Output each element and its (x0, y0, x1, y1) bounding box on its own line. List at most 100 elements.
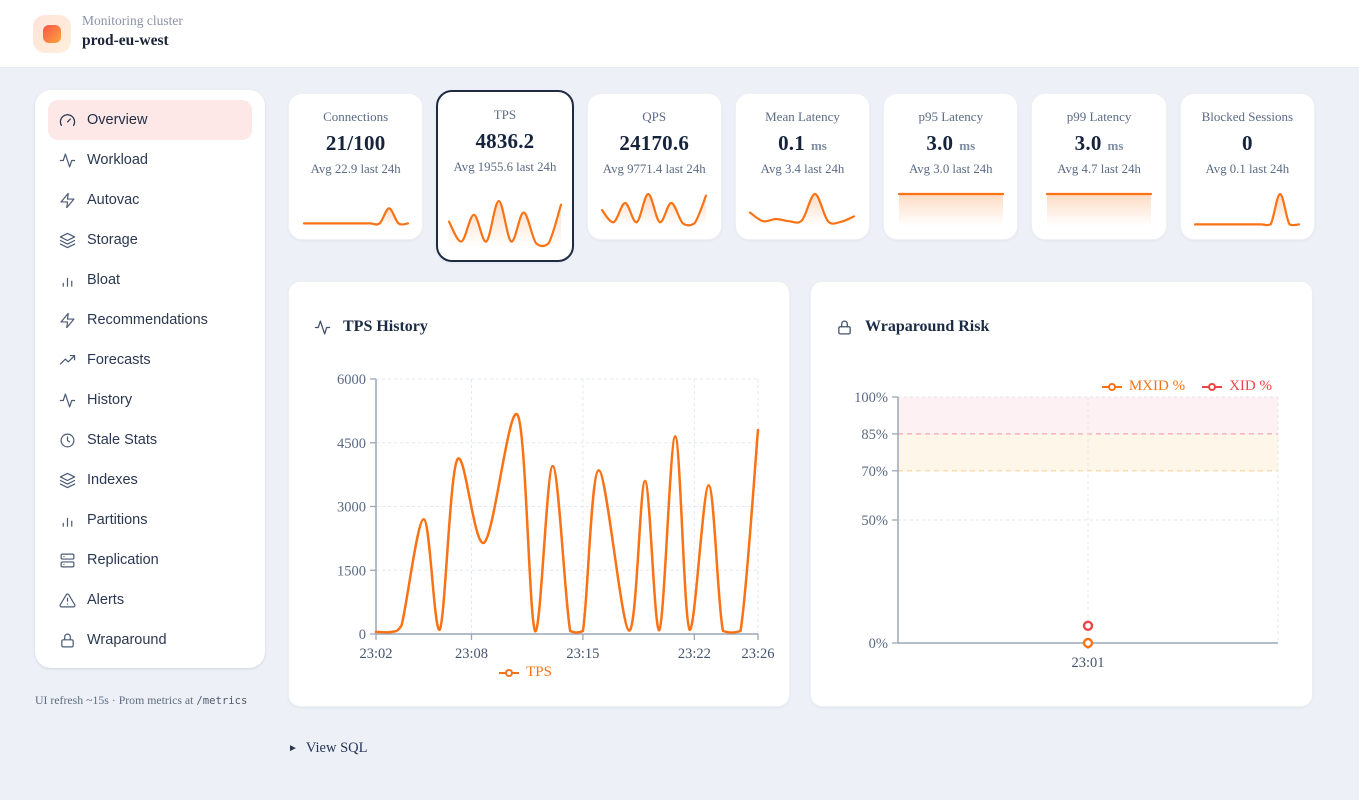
metrics-path: /metrics (196, 695, 248, 707)
metric-value: 24170.6 (619, 131, 690, 155)
metric-subtext: Avg 3.4 last 24h (760, 162, 845, 176)
legend-item-xid-[interactable]: XID % (1201, 378, 1272, 395)
sidebar-item-forecasts[interactable]: Forecasts (48, 340, 252, 380)
metric-cards-row: Connections 21/100 Avg 22.9 last 24h TPS 483… (288, 90, 1315, 262)
sparkline-chart (601, 192, 708, 227)
cluster-name: prod-eu-west (82, 32, 169, 50)
metric-subtext: Avg 3.0 last 24h (908, 162, 993, 176)
server-icon (60, 553, 75, 567)
sparkline-chart (1045, 192, 1153, 226)
sidebar-item-label: Alerts (87, 592, 125, 608)
sidebar-item-recommendations[interactable]: Recommendations (48, 300, 252, 340)
legend-marker-icon (1202, 382, 1223, 391)
legend-label: MXID % (1128, 378, 1186, 394)
metric-card-p95-latency[interactable]: p95 Latency 3.0 ms Avg 3.0 last 24h (883, 93, 1019, 240)
legend-item-mxid-[interactable]: MXID % (1101, 378, 1185, 395)
sidebar-item-alerts[interactable]: Alerts (48, 580, 252, 620)
metric-value: 21/100 (325, 131, 386, 155)
sidebar-item-label: Wraparound (87, 632, 167, 648)
gauge-icon (59, 113, 76, 126)
tps-chart-legend: TPS (289, 664, 761, 681)
legend-label: XID % (1229, 378, 1272, 394)
sidebar-nav: Overview Workload Autovac Storage Bloat Recom… (35, 90, 265, 668)
sidebar-item-label: Overview (87, 112, 148, 128)
sidebar-item-autovac[interactable]: Autovac (48, 180, 252, 220)
sidebar-item-indexes[interactable]: Indexes (48, 460, 252, 500)
metric-card-p99-latency[interactable]: p99 Latency 3.0 ms Avg 4.7 last 24h (1031, 93, 1167, 240)
sidebar-item-label: History (87, 392, 133, 408)
bar-chart-icon (62, 517, 73, 527)
metric-subtext: Avg 9771.4 last 24h (602, 162, 706, 176)
svg-text:23:22: 23:22 (678, 646, 711, 662)
view-sql-details[interactable]: ► View SQL (288, 740, 367, 757)
sparkline-chart (1194, 192, 1301, 227)
lock-icon (838, 320, 851, 335)
sidebar-item-storage[interactable]: Storage (48, 220, 252, 260)
sidebar-item-label: Recommendations (87, 312, 208, 328)
metric-unit: ms (810, 138, 827, 153)
disclosure-triangle-icon: ► (288, 743, 298, 754)
svg-text:6000: 6000 (337, 372, 366, 388)
svg-text:23:02: 23:02 (359, 646, 392, 662)
svg-text:3000: 3000 (337, 500, 366, 516)
svg-text:100%: 100% (854, 390, 888, 406)
metric-value: 0.1 (778, 131, 805, 155)
metric-subtext: Avg 22.9 last 24h (310, 162, 401, 176)
bar-chart-icon (62, 277, 73, 287)
metric-card-mean-latency[interactable]: Mean Latency 0.1 ms Avg 3.4 last 24h (734, 93, 871, 240)
app-logo-mark-icon (43, 25, 61, 43)
metric-subtext: Avg 0.1 last 24h (1205, 162, 1290, 176)
wraparound-risk-panel: Wraparound Risk 0% 50% 70% 85% 100% 23:01 MXI… (810, 281, 1313, 707)
sidebar-item-label: Indexes (87, 472, 138, 488)
lock-icon (61, 633, 74, 647)
alert-triangle-icon (59, 592, 76, 607)
cluster-subtitle: Monitoring cluster (82, 13, 183, 28)
sparkline-chart (447, 199, 563, 248)
metric-card-tps[interactable]: TPS 4836.2 Avg 1955.6 last 24h (436, 90, 574, 262)
metric-label: p95 Latency (918, 109, 984, 124)
sidebar-item-overview[interactable]: Overview (48, 100, 252, 140)
layers-icon (59, 472, 76, 488)
metric-card-blocked-sessions[interactable]: Blocked Sessions 0 Avg 0.1 last 24h (1179, 93, 1315, 240)
metric-label: QPS (642, 109, 667, 124)
metric-label: TPS (493, 107, 517, 122)
view-sql-label: View SQL (305, 740, 368, 756)
sidebar-item-history[interactable]: History (48, 380, 252, 420)
svg-text:4500: 4500 (337, 436, 366, 452)
sidebar-item-label: Stale Stats (87, 432, 158, 448)
metric-label: Blocked Sessions (1201, 109, 1294, 124)
refresh-note: UI refresh ~15s · Prom metrics at (35, 693, 197, 707)
legend-marker-icon (499, 668, 520, 677)
svg-text:85%: 85% (861, 427, 888, 443)
activity-icon (314, 319, 331, 335)
metric-card-connections[interactable]: Connections 21/100 Avg 22.9 last 24h (288, 93, 424, 240)
top-bar: Monitoring cluster prod-eu-west (0, 0, 1359, 68)
sidebar-item-stale-stats[interactable]: Stale Stats (48, 420, 252, 460)
tps-history-chart: 0 1500 3000 4500 6000 23:02 23:08 23:15 23:22 23:… (337, 372, 775, 662)
svg-text:50%: 50% (861, 513, 888, 529)
sidebar-item-bloat[interactable]: Bloat (48, 260, 252, 300)
sidebar-item-label: Storage (87, 232, 138, 248)
metric-value: 3.0 (926, 131, 954, 155)
metric-value: 0 (1241, 131, 1253, 155)
legend-marker-icon (1101, 382, 1122, 391)
activity-icon (59, 153, 76, 167)
sidebar-item-replication[interactable]: Replication (48, 540, 252, 580)
metric-card-qps[interactable]: QPS 24170.6 Avg 9771.4 last 24h (586, 93, 722, 240)
metric-value: 3.0 (1074, 131, 1102, 155)
sparkline-chart (897, 192, 1004, 226)
legend-item-tps[interactable]: TPS (498, 664, 552, 681)
sidebar-item-partitions[interactable]: Partitions (48, 500, 252, 540)
svg-text:23:15: 23:15 (566, 646, 599, 662)
sidebar-item-workload[interactable]: Workload (48, 140, 252, 180)
panel-title: Wraparound Risk (865, 318, 990, 335)
metric-unit: ms (959, 138, 976, 153)
app-logo (33, 15, 71, 53)
view-sql-toggle[interactable]: ► View SQL (288, 740, 367, 757)
sidebar-item-label: Partitions (87, 512, 148, 528)
sidebar-item-wraparound[interactable]: Wraparound (48, 620, 252, 660)
metric-label: Mean Latency (765, 109, 840, 124)
layers-icon (59, 232, 76, 248)
wraparound-risk-chart: 0% 50% 70% 85% 100% 23:01 (854, 390, 1279, 671)
sparkline-chart (302, 207, 409, 226)
